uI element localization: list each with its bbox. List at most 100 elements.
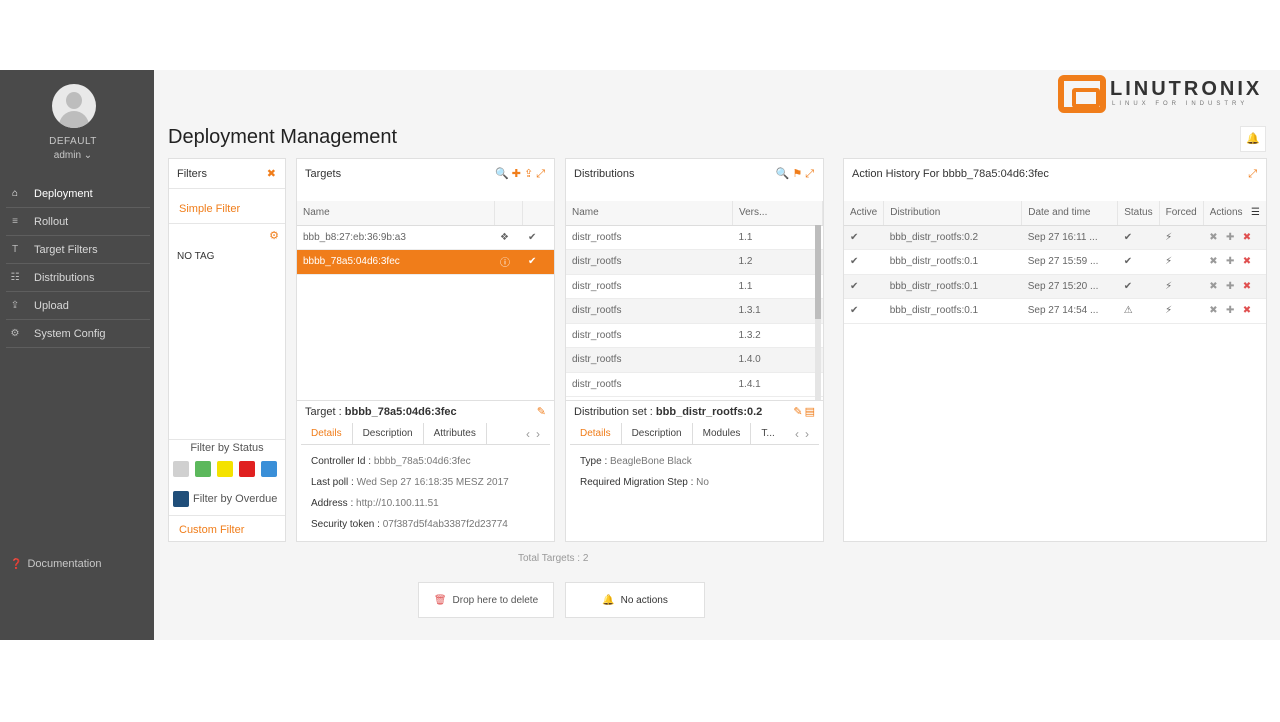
col-name[interactable]: Name [297, 201, 495, 226]
col-status[interactable]: Status [1117, 201, 1160, 226]
table-row[interactable]: distr_rootfs 1.1 [566, 274, 823, 299]
actions-label: Actions [1209, 207, 1243, 219]
search-icon[interactable]: 🔍 [495, 168, 512, 180]
chevron-left-icon[interactable]: ‹ [526, 427, 536, 441]
simple-filter-label[interactable]: Simple Filter [179, 203, 241, 215]
custom-filter-link[interactable]: Custom Filter [169, 515, 285, 544]
tab-tags[interactable]: T... [761, 428, 775, 439]
table-row[interactable]: ✔ bbb_distr_rootfs:0.2 Sep 27 16:11 ... … [844, 225, 1266, 250]
notification-bell-button[interactable]: 🔔 [1240, 126, 1266, 152]
maximize-icon[interactable]: ⤢ [536, 168, 548, 180]
tag-icon[interactable]: ⚑ [792, 168, 806, 180]
target-details-label: Target : [305, 406, 345, 418]
status-pending-button[interactable] [217, 461, 233, 477]
close-filters-icon[interactable]: ✖ [266, 168, 279, 180]
upload-icon[interactable]: ⇪ [523, 168, 537, 180]
table-row[interactable]: bbb_b8:27:eb:36:9b:a3 ❖ ✔ [297, 225, 554, 250]
archive-icon[interactable]: ▤ [804, 406, 817, 418]
search-icon[interactable]: 🔍 [775, 168, 793, 180]
tab-description[interactable]: Description [353, 423, 424, 444]
edit-icon[interactable]: ✎ [536, 406, 548, 418]
force-quit-icon[interactable]: ✖ [1242, 305, 1252, 317]
table-row[interactable]: distr_rootfs 1.1 [566, 225, 823, 250]
dist-version: 1.1 [732, 274, 823, 299]
cancel-icon[interactable]: ✖ [1209, 280, 1218, 292]
tab-scroll-arrows: ‹› [795, 423, 815, 445]
distributions-title: Distributions [574, 168, 635, 180]
distributions-scrollbar[interactable] [815, 225, 821, 465]
chevron-left-icon[interactable]: ‹ [795, 427, 805, 441]
sidebar-item-target-filters[interactable]: T Target Filters [6, 236, 150, 264]
maximize-icon[interactable]: ⤢ [805, 168, 817, 180]
list-icon: ≡ [12, 215, 18, 227]
col-name[interactable]: Name [566, 201, 733, 226]
table-row[interactable]: distr_rootfs 1.3.2 [566, 323, 823, 348]
tab-attributes[interactable]: Attributes [424, 423, 487, 444]
table-row[interactable]: distr_rootfs 1.4.0 [566, 347, 823, 373]
tab-details[interactable]: Details [570, 423, 622, 444]
force-quit-icon[interactable]: ✖ [1242, 280, 1252, 292]
tab-description[interactable]: Description [622, 423, 693, 444]
chevron-right-icon[interactable]: › [805, 427, 815, 441]
table-row[interactable]: ✔ bbb_distr_rootfs:0.1 Sep 27 15:20 ... … [844, 274, 1266, 299]
avatar[interactable] [52, 84, 96, 128]
field-label: Security token : [311, 519, 383, 530]
target-details-header: Target : bbbb_78a5:04d6:3fec ✎ [297, 401, 554, 423]
table-row[interactable]: distr_rootfs 1.2 [566, 249, 823, 275]
forced-icon: ⚡ [1159, 249, 1204, 275]
table-row-selected[interactable]: bbbb_78a5:04d6:3fec ⓘ ✔ [297, 249, 554, 275]
filter-by-overdue-button[interactable]: Filter by Overdue [173, 491, 277, 507]
table-row[interactable]: distr_rootfs 1.4.1 [566, 372, 823, 397]
documentation-link[interactable]: ❓ Documentation [10, 558, 101, 570]
chevron-right-icon[interactable]: › [536, 427, 546, 441]
col-distribution[interactable]: Distribution [883, 201, 1023, 226]
forced-icon: ⚡ [1159, 274, 1204, 299]
in-sync-icon: ✔ [522, 225, 554, 250]
menu-icon[interactable]: ☰ [1251, 207, 1260, 219]
action-history-header: Action History For bbbb_78a5:04d6:3fec ⤢ [844, 159, 1266, 201]
table-row[interactable]: ✔ bbb_distr_rootfs:0.1 Sep 27 15:59 ... … [844, 249, 1266, 275]
dist-name: distr_rootfs [566, 225, 733, 250]
col-active[interactable]: Active [844, 201, 885, 226]
tag-settings-gear-icon[interactable]: ⚙ [269, 230, 279, 242]
edit-icon[interactable]: ✎ [793, 406, 805, 418]
sidebar-item-deployment[interactable]: ⌂ Deployment [6, 180, 150, 208]
force-quit-icon[interactable]: ✖ [1242, 256, 1252, 268]
sidebar-item-system-config[interactable]: ⚙ System Config [6, 320, 150, 348]
force-icon[interactable]: ✚ [1225, 280, 1235, 292]
cancel-icon[interactable]: ✖ [1209, 231, 1218, 243]
scrollbar-thumb[interactable] [815, 225, 821, 319]
tab-modules[interactable]: Modules [693, 423, 752, 444]
drop-to-delete-area[interactable]: 🗑 Drop here to delete [418, 582, 554, 618]
tab-details[interactable]: Details [301, 423, 353, 444]
force-icon[interactable]: ✚ [1225, 256, 1235, 268]
status-in-sync-button[interactable] [195, 461, 211, 477]
maximize-icon[interactable]: ⤢ [1248, 168, 1260, 180]
force-quit-icon[interactable]: ✖ [1242, 231, 1252, 243]
user-menu[interactable]: admin ⌄ [53, 150, 93, 161]
add-icon[interactable]: ✚ [511, 168, 524, 180]
dist-name: distr_rootfs [566, 372, 733, 397]
table-row[interactable]: distr_rootfs 1.3.1 [566, 298, 823, 324]
status-ok-icon: ✔ [1117, 249, 1160, 275]
pending-actions-button[interactable]: 🔔 No actions [565, 582, 705, 618]
status-unknown-button[interactable] [173, 461, 189, 477]
dist-details-tools: ✎▤ [793, 401, 817, 423]
no-tag-button[interactable]: NO TAG [177, 251, 215, 262]
sidebar-item-rollout[interactable]: ≡ Rollout [6, 208, 150, 236]
sidebar-item-label: Deployment [34, 187, 93, 200]
sidebar-item-distributions[interactable]: ☷ Distributions [6, 264, 150, 292]
cancel-icon[interactable]: ✖ [1209, 305, 1218, 317]
force-icon[interactable]: ✚ [1225, 231, 1235, 243]
col-status [522, 201, 554, 226]
col-forced[interactable]: Forced [1159, 201, 1204, 226]
sidebar-item-upload[interactable]: ⇪ Upload [6, 292, 150, 320]
col-date[interactable]: Date and time [1021, 201, 1119, 226]
cancel-icon[interactable]: ✖ [1209, 256, 1218, 268]
status-error-button[interactable] [239, 461, 255, 477]
status-registered-button[interactable] [261, 461, 277, 477]
field-label: Controller Id : [311, 456, 374, 467]
table-row[interactable]: ✔ bbb_distr_rootfs:0.1 Sep 27 14:54 ... … [844, 298, 1266, 324]
force-icon[interactable]: ✚ [1225, 305, 1235, 317]
col-version[interactable]: Vers... [732, 201, 823, 226]
